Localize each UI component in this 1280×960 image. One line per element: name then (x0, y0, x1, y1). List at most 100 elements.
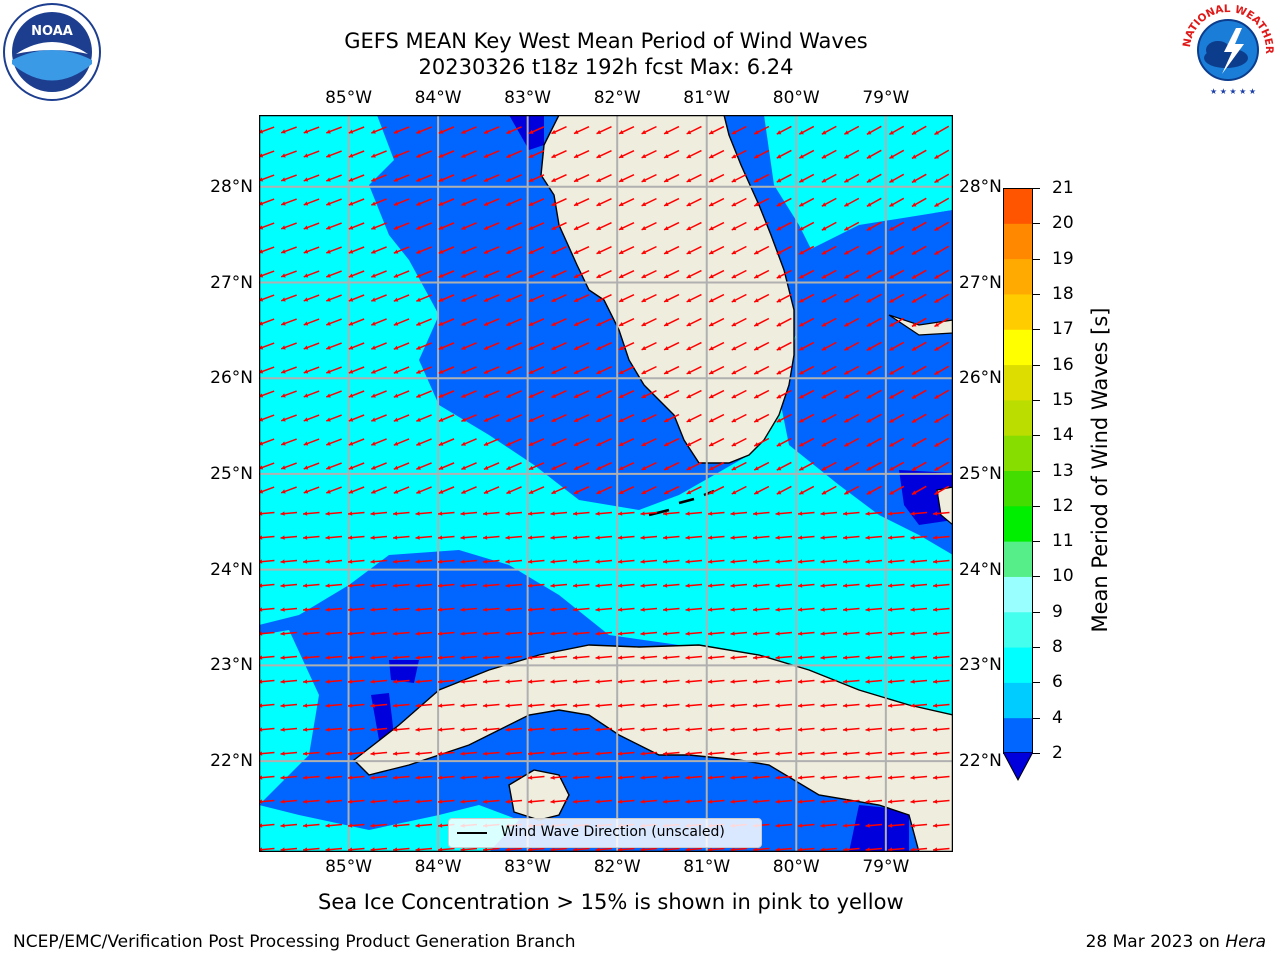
wave-direction-arrowhead (865, 583, 870, 588)
wave-direction-arrowhead (371, 297, 376, 302)
wave-direction-arrowhead (370, 511, 375, 516)
wave-direction-arrowhead (281, 465, 286, 470)
wave-direction-arrowhead (325, 823, 330, 828)
wave-direction-arrowhead (731, 394, 737, 399)
wave-direction-arrowhead (910, 775, 915, 780)
wave-direction-arrowhead (686, 178, 692, 183)
wave-direction-arrowhead (685, 559, 690, 564)
wave-direction-arrowhead (393, 201, 399, 206)
wave-direction-arrowhead (596, 417, 602, 422)
colorbar-tick (1033, 258, 1040, 260)
wave-direction-arrowhead (326, 297, 331, 302)
wave-direction-arrowhead (619, 178, 624, 182)
footer-branch: NCEP/EMC/Verification Post Processing Pr… (13, 932, 576, 952)
wave-direction-arrowhead (483, 559, 488, 564)
wave-direction-arrowhead (326, 249, 331, 254)
wave-direction-arrowhead (573, 511, 578, 516)
wave-direction-arrowhead (889, 178, 894, 183)
gridlines (259, 115, 953, 852)
wave-direction-arrowhead (844, 178, 849, 183)
wave-direction-arrowhead (506, 321, 511, 326)
wave-direction-arrowhead (798, 631, 803, 636)
wave-direction-arrowhead (708, 679, 713, 684)
wave-direction-arrowhead (280, 703, 285, 708)
colorbar-segment (1003, 576, 1033, 613)
wave-direction-arrowhead (326, 465, 331, 470)
wave-direction-arrowhead (550, 607, 555, 612)
wave-direction-arrowhead (844, 130, 849, 135)
lon-tick-label: 81°W (683, 857, 731, 877)
wave-direction-arrowhead (708, 607, 713, 612)
wave-direction-arrowhead (505, 511, 510, 516)
wave-direction-arrowhead (754, 346, 759, 351)
wave-direction-arrowhead (663, 703, 668, 708)
wave-direction-arrowhead (595, 775, 600, 780)
wave-direction-arrowhead (731, 370, 737, 375)
colorbar-segment (1003, 682, 1033, 719)
wave-direction-arrowhead (348, 273, 354, 278)
wave-direction-arrowhead (483, 679, 488, 684)
wave-direction-arrowhead (664, 202, 669, 207)
wave-direction-arrowhead (911, 250, 917, 255)
wave-direction-arrowhead (844, 346, 849, 351)
wave-direction-arrowhead (416, 249, 421, 254)
wave-direction-arrowhead (550, 679, 555, 684)
wave-direction-arrowhead (911, 442, 917, 447)
wave-direction-arrowhead (664, 154, 669, 159)
wave-direction-arrowhead (911, 370, 917, 375)
wave-direction-arrowhead (596, 249, 602, 254)
wave-direction-arrowhead (326, 321, 331, 326)
wave-direction-arrowhead (663, 727, 668, 732)
wave-direction-arrowhead (506, 201, 511, 206)
wave-direction-arrowhead (933, 607, 938, 612)
wave-direction-arrowhead (889, 202, 894, 207)
wave-direction-arrowhead (775, 751, 780, 756)
wave-direction-arrowhead (865, 655, 870, 660)
wave-direction-arrowhead (348, 465, 354, 470)
wave-direction-arrowhead (730, 511, 735, 516)
wave-direction-arrowhead (641, 202, 647, 207)
wave-direction-arrowhead (641, 154, 647, 159)
wave-direction-arrowhead (843, 655, 848, 660)
wave-direction-arrowhead (348, 345, 354, 350)
wave-direction-arrowhead (528, 225, 534, 230)
wave-direction-arrowhead (753, 511, 758, 516)
wave-direction-arrowhead (911, 178, 917, 183)
wave-direction-arrowhead (753, 751, 758, 756)
wave-direction-arrowhead (910, 679, 915, 684)
wave-direction-arrowhead (595, 847, 600, 852)
wave-direction-arrowhead (528, 583, 533, 588)
wave-direction-arrowhead (281, 369, 286, 374)
wave-direction-arrowhead (528, 129, 534, 134)
wave-direction-arrowhead (303, 225, 309, 230)
wave-direction-arrowhead (393, 273, 399, 278)
wave-direction-arrowhead (528, 751, 533, 756)
wave-direction-arrowhead (933, 775, 938, 780)
wave-direction-arrowhead (326, 489, 331, 494)
wave-direction-arrowhead (640, 607, 645, 612)
wave-direction-arrowhead (866, 178, 872, 183)
wave-direction-arrowhead (416, 465, 421, 470)
wave-direction-arrowhead (551, 465, 557, 470)
wave-direction-arrowhead (933, 799, 938, 804)
wave-direction-arrowhead (640, 679, 645, 684)
wave-direction-arrowhead (281, 153, 286, 158)
wave-direction-arrowhead (416, 489, 421, 494)
wave-direction-arrowhead (934, 490, 940, 495)
wave-direction-arrowhead (664, 274, 669, 279)
wave-direction-arrowhead (820, 751, 825, 756)
wave-direction-arrowhead (596, 225, 602, 230)
wave-direction-arrowhead (820, 631, 825, 636)
wave-direction-arrowhead (528, 273, 534, 278)
wave-direction-arrowhead (393, 465, 399, 470)
wave-direction-arrowhead (619, 466, 624, 470)
wave-direction-arrowhead (640, 655, 645, 660)
wave-direction-arrowhead (640, 511, 645, 516)
wave-direction-arrowhead (865, 631, 870, 636)
wave-direction-arrowhead (866, 322, 872, 327)
wave-direction-arrowhead (844, 154, 849, 159)
wave-direction-arrowhead (371, 465, 376, 470)
wave-direction-arrowhead (709, 346, 714, 351)
wave-direction-arrowhead (574, 225, 579, 230)
wave-direction-arrowhead (438, 583, 443, 588)
